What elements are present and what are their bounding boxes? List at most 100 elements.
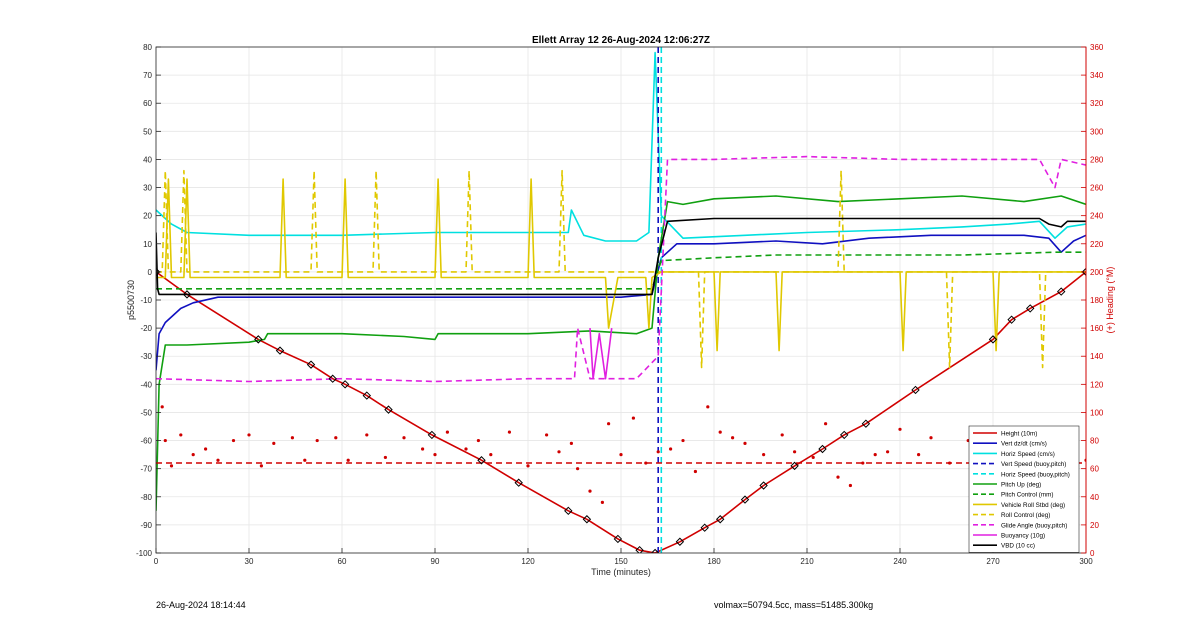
heading-point: [421, 447, 425, 451]
y-tick-label: -10: [140, 296, 152, 305]
height-marker: [861, 419, 871, 428]
y2-tick-label: 360: [1090, 43, 1104, 52]
y2-tick-label: 280: [1090, 155, 1104, 164]
height-marker: [340, 380, 350, 389]
y2-tick-label: 20: [1090, 521, 1099, 530]
series-line-9: [156, 155, 1086, 383]
y-tick-label: -80: [140, 493, 152, 502]
y2-axis-label: (+) Heading (°M): [1105, 267, 1115, 334]
x-tick-label: 270: [986, 557, 1000, 566]
chart-title: Ellett Array 12 26-Aug-2024 12:06:27Z: [532, 35, 710, 46]
y-tick-label: 40: [143, 155, 152, 164]
series-line-11: [156, 217, 1086, 296]
height-marker: [613, 534, 623, 544]
heading-point: [743, 441, 747, 445]
height-marker: [740, 495, 750, 504]
y2-tick-label: 200: [1090, 268, 1104, 277]
legend-entry: Vert Speed (buoy,pitch): [1001, 461, 1066, 468]
heading-point: [780, 433, 784, 437]
heading-point: [917, 453, 921, 457]
y-tick-label: -60: [140, 437, 152, 446]
legend-box: [968, 425, 1080, 553]
height-marker: [477, 456, 486, 465]
y2-tick-label: 320: [1090, 99, 1104, 108]
legend-entry: Horiz Speed (buoy,pitch): [1001, 471, 1070, 478]
heading-point: [762, 453, 766, 457]
heading-point: [365, 433, 369, 437]
height-marker: [582, 515, 592, 524]
height-marker: [1025, 304, 1035, 313]
heading-point: [669, 447, 673, 451]
height-marker: [362, 391, 372, 400]
heading-point: [383, 455, 387, 460]
y-tick-label: 30: [143, 184, 152, 193]
legend-entry: Buoyancy (10g): [1001, 533, 1045, 540]
y-tick-label: -70: [140, 465, 152, 474]
height-marker: [675, 537, 685, 546]
x-axis-label: Time (minutes): [591, 567, 651, 577]
heading-point: [929, 436, 933, 440]
height-marker: [839, 430, 849, 440]
heading-point: [272, 441, 276, 445]
height-marker: [275, 346, 285, 355]
x-tick-label: 60: [338, 557, 347, 566]
x-tick-label: 180: [707, 557, 721, 566]
height-marker: [911, 385, 920, 395]
heading-point: [619, 453, 623, 457]
x-tick-label: 240: [893, 557, 907, 566]
x-tick-label: 120: [521, 557, 535, 566]
height-marker: [1081, 267, 1086, 277]
legend-entry: VBD (10 cc): [1001, 543, 1035, 550]
legend: Height (10m) Vert dz/dt (cm/s) Horiz Speed…: [968, 425, 1080, 553]
height-marker: [514, 478, 523, 487]
heading-point: [607, 422, 611, 426]
height-marker: [306, 360, 316, 369]
heading-point: [315, 438, 319, 443]
y-tick-label: 0: [148, 268, 153, 277]
heading-point: [334, 436, 338, 440]
height-marker: [427, 430, 437, 440]
legend-entry: Pitch Up (deg): [1001, 482, 1041, 489]
height-marker: [384, 405, 393, 414]
y-tick-label: 60: [143, 99, 152, 108]
heading-point: [848, 483, 853, 488]
heading-point: [160, 405, 164, 409]
heading-point: [681, 438, 685, 443]
y2-tick-label: 120: [1090, 380, 1104, 389]
heading-point: [718, 430, 722, 434]
heading-point: [693, 469, 698, 474]
heading-point: [631, 416, 636, 420]
legend-entry: Height (10m): [1001, 431, 1037, 438]
legend-entry: Vert dz/dt (cm/s): [1001, 441, 1047, 448]
heading-point: [836, 475, 840, 479]
height-marker: [182, 290, 192, 299]
heading-point: [557, 450, 561, 454]
heading-point: [346, 458, 350, 462]
height-marker: [156, 267, 161, 277]
height-marker: [1056, 287, 1066, 296]
legend-entry: Pitch Control (mm): [1001, 492, 1053, 499]
y2-tick-label: 0: [1090, 549, 1095, 558]
heading-point: [303, 458, 307, 462]
height-marker: [759, 481, 768, 490]
legend-entry: Glide Angle (buoy,pitch): [1001, 522, 1067, 529]
heading-point: [445, 430, 449, 434]
y2-tick-label: 180: [1090, 296, 1104, 305]
y2-tick-label: 140: [1090, 352, 1104, 361]
series-line-5: [156, 195, 1086, 511]
heading-point: [873, 453, 877, 457]
heading-point: [507, 430, 511, 434]
heading-point: [464, 447, 468, 451]
heading-point: [179, 433, 183, 437]
x-tick-label: 150: [614, 557, 628, 566]
height-marker: [790, 461, 799, 471]
legend-entry: Roll Control (deg): [1001, 512, 1050, 519]
series-line-8: [156, 169, 1086, 369]
heading-point: [163, 438, 167, 443]
heading-point: [656, 450, 660, 454]
footer-timestamp: 26-Aug-2024 18:14:44: [156, 600, 246, 610]
series-line-2: [156, 51, 1086, 242]
y-tick-label: -30: [140, 352, 152, 361]
x-tick-label: 0: [154, 557, 159, 566]
y-tick-label: -50: [140, 408, 152, 417]
